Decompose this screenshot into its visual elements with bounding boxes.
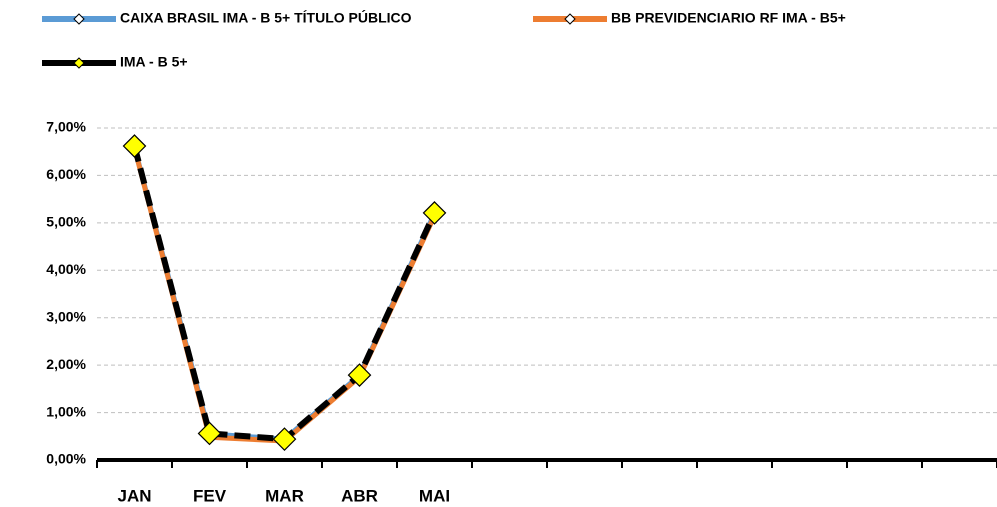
legend-label: CAIXA BRASIL IMA - B 5+ TÍTULO PÚBLICO <box>120 9 412 26</box>
x-tick-label: MAR <box>265 486 304 505</box>
y-tick-label: 1,00% <box>46 403 86 419</box>
x-tick-label: FEV <box>193 486 227 505</box>
point-marker <box>122 134 147 158</box>
x-tick-label: JAN <box>117 486 151 505</box>
series-line <box>131 145 438 443</box>
y-tick-label: 2,00% <box>46 356 86 372</box>
series-line <box>132 147 437 444</box>
legend-marker <box>564 13 576 25</box>
y-tick-label: 6,00% <box>46 166 86 182</box>
point-marker <box>272 427 297 451</box>
legend-label: IMA - B 5+ <box>120 54 188 70</box>
y-tick-label: 7,00% <box>46 119 86 135</box>
legend-marker <box>73 57 85 69</box>
point-marker <box>422 201 447 225</box>
x-tick-label: ABR <box>341 486 378 505</box>
y-tick-label: 0,00% <box>46 451 86 467</box>
legend-label: BB PREVIDENCIARIO RF IMA - B5+ <box>611 10 846 26</box>
point-marker <box>347 363 372 387</box>
point-marker <box>197 421 222 446</box>
legend-marker <box>73 13 85 25</box>
y-tick-label: 4,00% <box>46 261 86 277</box>
x-tick-label: MAI <box>419 486 450 505</box>
series-line <box>132 146 437 442</box>
y-tick-label: 5,00% <box>46 214 86 230</box>
y-tick-label: 3,00% <box>46 308 86 324</box>
